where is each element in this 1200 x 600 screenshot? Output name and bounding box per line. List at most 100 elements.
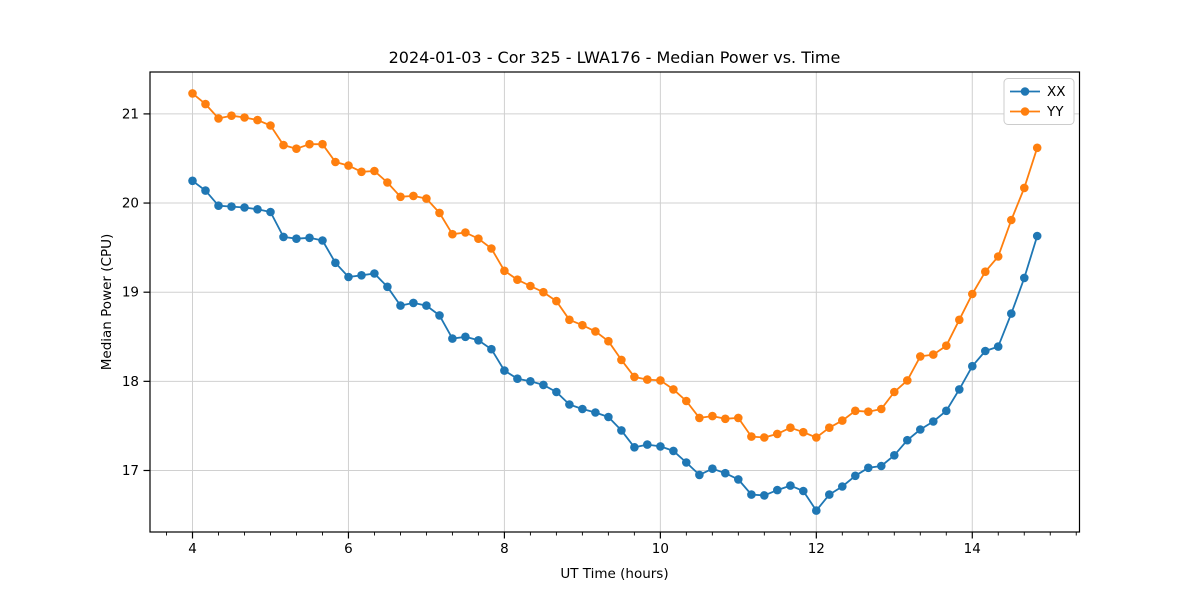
- data-point-yy: [993, 252, 1003, 261]
- data-point-yy: [734, 413, 743, 423]
- data-point-xx: [903, 435, 912, 445]
- series-xx: [188, 176, 1042, 515]
- data-point-yy: [279, 140, 288, 150]
- data-point-yy: [929, 350, 938, 359]
- x-tick-label: 6: [344, 541, 353, 557]
- data-point-yy: [747, 432, 756, 441]
- data-point-yy: [227, 111, 236, 120]
- y-tick-label: 17: [122, 463, 139, 479]
- data-point-yy: [461, 228, 470, 237]
- data-point-xx: [682, 458, 691, 467]
- data-point-yy: [851, 406, 860, 416]
- data-point-xx: [812, 506, 821, 515]
- data-point-xx: [617, 426, 626, 435]
- data-point-yy: [838, 416, 847, 425]
- data-point-yy: [812, 433, 821, 442]
- data-point-xx: [760, 491, 769, 500]
- data-point-xx: [993, 342, 1003, 351]
- series-layer: [188, 89, 1042, 515]
- data-point-xx: [864, 463, 873, 473]
- data-point-yy: [331, 157, 340, 167]
- data-point-xx: [201, 186, 210, 195]
- data-point-xx: [916, 425, 925, 434]
- data-point-xx: [292, 234, 301, 243]
- data-point-xx: [955, 385, 964, 394]
- data-point-xx: [474, 336, 483, 345]
- data-point-yy: [1007, 215, 1016, 225]
- data-point-yy: [890, 387, 899, 397]
- data-point-yy: [669, 385, 678, 394]
- legend: XX YY: [1003, 78, 1075, 125]
- data-point-xx: [1007, 309, 1016, 318]
- data-point-yy: [318, 139, 327, 149]
- data-point-xx: [747, 490, 756, 499]
- data-point-xx: [942, 406, 951, 416]
- data-point-xx: [305, 233, 314, 243]
- data-point-xx: [279, 232, 288, 242]
- data-point-yy: [526, 281, 535, 291]
- data-point-yy: [474, 234, 483, 243]
- data-point-xx: [214, 201, 223, 210]
- data-point-xx: [565, 400, 574, 409]
- data-point-xx: [396, 301, 405, 310]
- data-point-yy: [877, 404, 886, 414]
- x-tick-label: 8: [500, 541, 509, 557]
- data-point-yy: [942, 341, 951, 351]
- data-point-xx: [838, 482, 847, 491]
- data-point-xx: [266, 207, 275, 217]
- data-point-xx: [825, 490, 834, 499]
- data-point-yy: [656, 376, 665, 385]
- data-point-yy: [383, 178, 392, 187]
- data-point-xx: [357, 271, 366, 280]
- data-point-yy: [240, 113, 249, 122]
- data-point-xx: [240, 203, 249, 212]
- data-point-yy: [721, 414, 730, 424]
- data-point-yy: [396, 192, 405, 202]
- data-point-xx: [643, 440, 652, 449]
- series-yy: [188, 89, 1042, 442]
- data-point-yy: [409, 191, 418, 201]
- x-tick-label: 10: [652, 541, 669, 557]
- data-point-xx: [695, 470, 704, 480]
- data-point-yy: [773, 429, 782, 439]
- y-axis-label: Median Power (CPU): [99, 234, 115, 370]
- data-point-yy: [630, 372, 639, 382]
- data-point-xx: [786, 481, 795, 490]
- x-tick-label: 4: [188, 541, 197, 557]
- data-point-xx: [799, 486, 808, 496]
- data-point-xx: [669, 446, 678, 456]
- data-point-xx: [981, 346, 990, 356]
- data-point-yy: [435, 208, 444, 218]
- data-point-xx: [253, 205, 262, 214]
- data-point-xx: [630, 443, 639, 452]
- data-point-yy: [786, 423, 795, 433]
- data-point-yy: [981, 267, 990, 277]
- data-point-yy: [344, 161, 353, 170]
- data-point-yy: [617, 355, 626, 365]
- grid-layer: [150, 72, 1080, 532]
- data-point-xx: [552, 387, 561, 397]
- data-point-yy: [1032, 143, 1042, 153]
- data-point-xx: [318, 236, 327, 245]
- data-point-yy: [760, 433, 769, 442]
- data-point-xx: [604, 412, 613, 422]
- data-point-xx: [591, 408, 600, 417]
- data-point-yy: [903, 376, 912, 385]
- data-point-yy: [916, 352, 925, 361]
- data-point-yy: [591, 327, 600, 336]
- data-point-xx: [422, 301, 431, 310]
- data-point-yy: [565, 315, 574, 325]
- data-point-yy: [695, 413, 704, 423]
- data-point-xx: [500, 366, 509, 375]
- data-point-yy: [253, 115, 262, 125]
- data-point-xx: [877, 461, 886, 471]
- plot-border: [149, 71, 1081, 533]
- y-tick-label: 18: [122, 374, 139, 390]
- data-point-yy: [955, 315, 964, 325]
- data-point-yy: [500, 266, 509, 276]
- legend-entry-xx: XX: [1010, 84, 1066, 100]
- data-point-xx: [409, 298, 418, 308]
- y-tick-label: 21: [122, 106, 139, 122]
